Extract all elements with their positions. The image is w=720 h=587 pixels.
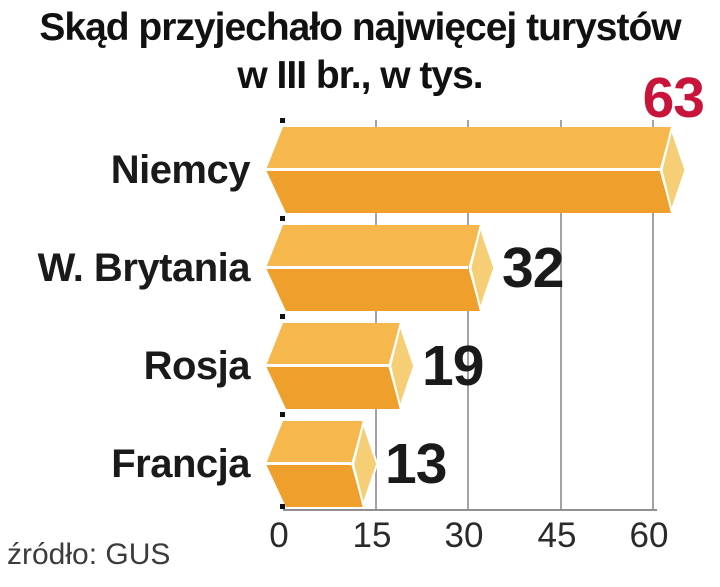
x-tick-label-60: 60 — [629, 516, 669, 555]
x-tick-label-15: 15 — [352, 516, 392, 555]
bar-bottom-face — [266, 366, 401, 409]
bar-top-face — [266, 421, 364, 464]
gridline-30 — [467, 120, 469, 511]
bar-bottom-face — [266, 268, 481, 311]
value-label-w-brytania: 32 — [502, 236, 564, 300]
bar-end-cap — [389, 323, 416, 409]
bar-top-face — [266, 323, 401, 366]
x-axis-line — [283, 509, 657, 511]
bar-niemcy — [266, 127, 687, 213]
bar-top-face — [266, 225, 481, 268]
bar-divider — [266, 266, 469, 269]
zero-axis-tick — [280, 314, 285, 319]
x-tick-label-45: 45 — [537, 516, 577, 555]
category-label-niemcy: Niemcy — [110, 147, 251, 192]
value-label-rosja: 19 — [422, 334, 484, 398]
category-label-w-brytania: W. Brytania — [37, 245, 251, 290]
bar-rosja — [266, 323, 416, 409]
gridline-15 — [375, 120, 377, 511]
bar-end-cap — [660, 127, 687, 213]
bar-divider — [266, 364, 389, 367]
source-note: źródło: GUS — [7, 538, 171, 571]
zero-axis-tick — [280, 118, 285, 123]
bar-divider — [266, 168, 660, 171]
chart-title-line2: w III br., w tys. — [237, 54, 483, 97]
bar-divider — [266, 462, 352, 465]
chart-title: Skąd przyjechało najwięcej turystów w II… — [0, 4, 720, 100]
category-label-francja: Francja — [111, 441, 250, 486]
x-tick-label-0: 0 — [269, 516, 289, 555]
gridline-45 — [560, 120, 562, 511]
bar-bottom-face — [266, 464, 364, 507]
bar-top-face — [266, 127, 672, 170]
bar-w-brytania — [266, 225, 496, 311]
x-tick-label-30: 30 — [444, 516, 484, 555]
value-label-niemcy: 63 — [642, 66, 705, 130]
bar-francja — [266, 421, 379, 507]
chart-title-line1: Skąd przyjechało najwięcej turystów — [39, 6, 681, 49]
zero-axis-tick — [280, 504, 285, 509]
value-label-francja: 13 — [385, 432, 447, 496]
gridline-60 — [652, 120, 654, 511]
zero-axis-tick — [280, 216, 285, 221]
category-label-rosja: Rosja — [143, 343, 251, 388]
bar-end-cap — [352, 421, 379, 507]
zero-axis-tick — [280, 412, 285, 417]
bar-end-cap — [469, 225, 496, 311]
bar-bottom-face — [266, 170, 672, 213]
